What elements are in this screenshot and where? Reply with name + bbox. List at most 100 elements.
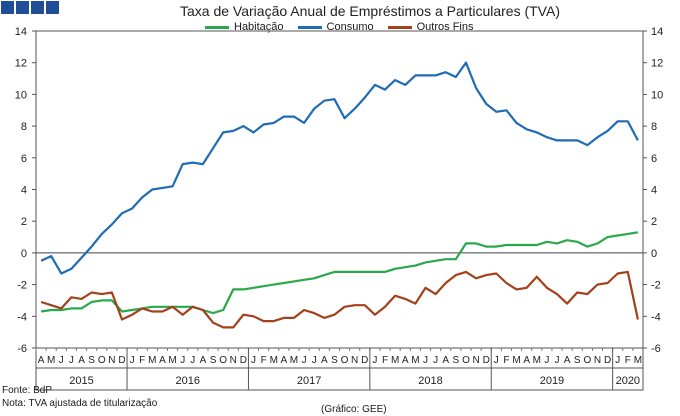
x-month-label-54: O — [583, 355, 591, 366]
x-year-label-5: 2020 — [616, 375, 640, 387]
x-month-label-29: S — [331, 355, 338, 366]
legend-label-habitacao: Habitação — [234, 21, 284, 33]
titularizacao-note: Nota: TVA ajustada de titularização — [2, 398, 158, 409]
y-tick-label-left-7: 8 — [21, 121, 27, 133]
y-tick-label-left-1: -4 — [17, 311, 27, 323]
header-square-1 — [1, 1, 14, 14]
x-month-label-24: A — [281, 355, 288, 366]
x-month-label-55: N — [594, 355, 601, 366]
legend-label-consumo: Consumo — [326, 21, 374, 33]
y-tick-label-left-10: 14 — [15, 26, 27, 38]
y-tick-label-left-3: 0 — [21, 248, 27, 260]
x-month-label-23: M — [270, 355, 278, 366]
legend-item-consumo: Consumo — [297, 21, 374, 33]
x-month-label-18: O — [219, 355, 227, 366]
y-tick-label-left-4: 2 — [21, 216, 27, 228]
x-month-label-25: M — [290, 355, 298, 366]
x-month-label-41: S — [453, 355, 460, 366]
plot-area-frame — [35, 30, 644, 349]
x-month-label-59: M — [634, 355, 642, 366]
legend-item-outros-fins: Outros Fins — [387, 21, 474, 33]
series-line-outros-fins — [40, 270, 639, 329]
x-month-label-30: O — [341, 355, 349, 366]
x-month-label-51: J — [555, 355, 560, 366]
chart-legend: Habitação Consumo Outros Fins — [205, 21, 473, 33]
x-month-label-35: M — [391, 355, 399, 366]
x-month-label-40: A — [442, 355, 449, 366]
legend-item-habitacao: Habitação — [205, 21, 284, 33]
x-month-label-44: D — [483, 355, 490, 366]
x-month-label-37: M — [411, 355, 419, 366]
series-line-consumo — [40, 61, 639, 275]
header-square-3 — [31, 1, 44, 14]
header-square-4 — [46, 1, 59, 14]
y-tick-label-left-0: -6 — [17, 343, 27, 355]
x-month-label-8: D — [118, 355, 125, 366]
y-tick-label-left-2: -2 — [17, 280, 27, 292]
chart-title: Taxa de Variação Anual de Empréstimos a … — [180, 3, 560, 19]
y-tick-label-right-8: 10 — [651, 89, 663, 101]
legend-swatch-outros-fins — [387, 25, 412, 29]
y-tick-label-right-5: 4 — [651, 185, 657, 197]
x-month-label-50: J — [544, 355, 549, 366]
x-month-label-57: J — [615, 355, 620, 366]
footer-notes: Fonte: BdP Nota: TVA ajustada de titular… — [2, 384, 157, 410]
y-tick-label-right-2: -2 — [651, 280, 661, 292]
x-month-label-12: A — [159, 355, 166, 366]
source-note: Fonte: BdP — [2, 385, 53, 396]
y-tick-label-left-6: 6 — [21, 153, 27, 165]
x-month-label-14: J — [180, 355, 185, 366]
x-month-label-2: J — [59, 355, 64, 366]
x-month-label-16: A — [200, 355, 207, 366]
x-month-label-45: J — [494, 355, 499, 366]
x-month-label-28: A — [321, 355, 328, 366]
x-year-label-2: 2017 — [297, 375, 321, 387]
y-tick-label-left-5: 4 — [21, 185, 27, 197]
x-month-label-21: J — [251, 355, 256, 366]
y-tick-label-right-1: -4 — [651, 311, 661, 323]
x-month-label-13: M — [168, 355, 176, 366]
legend-swatch-habitacao — [205, 25, 229, 29]
x-month-label-27: J — [312, 355, 317, 366]
x-month-label-5: S — [88, 355, 95, 366]
x-month-label-38: J — [423, 355, 428, 366]
legend-swatch-consumo — [297, 25, 322, 29]
x-month-label-33: J — [372, 355, 377, 366]
y-tick-label-right-7: 8 — [651, 121, 657, 133]
x-year-label-4: 2019 — [540, 375, 564, 387]
y-tick-label-right-4: 2 — [651, 216, 657, 228]
x-month-label-53: S — [574, 355, 581, 366]
x-month-label-49: M — [533, 355, 541, 366]
x-month-label-0: A — [38, 355, 45, 366]
x-year-label-3: 2018 — [418, 375, 442, 387]
x-month-label-11: M — [148, 355, 156, 366]
x-month-label-42: O — [462, 355, 470, 366]
x-month-label-20: D — [240, 355, 247, 366]
x-month-label-47: M — [512, 355, 520, 366]
x-month-label-39: J — [433, 355, 438, 366]
x-month-label-1: M — [47, 355, 55, 366]
x-month-label-43: N — [472, 355, 479, 366]
x-month-label-46: F — [503, 355, 509, 366]
x-month-label-6: O — [98, 355, 106, 366]
x-month-label-26: J — [302, 355, 307, 366]
series-line-habitacao — [40, 231, 639, 315]
y-tick-label-left-8: 10 — [15, 89, 27, 101]
x-month-label-17: S — [210, 355, 217, 366]
x-month-label-36: A — [402, 355, 409, 366]
x-year-label-1: 2016 — [176, 375, 200, 387]
x-month-label-10: F — [139, 355, 145, 366]
y-tick-label-right-6: 6 — [651, 153, 657, 165]
y-tick-label-right-10: 14 — [651, 26, 663, 38]
x-month-label-3: J — [69, 355, 74, 366]
x-month-label-48: A — [523, 355, 530, 366]
legend-label-outros-fins: Outros Fins — [416, 21, 474, 33]
x-month-label-4: A — [78, 355, 85, 366]
x-month-label-56: D — [604, 355, 611, 366]
x-month-label-19: N — [230, 355, 237, 366]
chart-credit: (Gráfico: GEE) — [321, 404, 387, 415]
x-month-label-22: F — [261, 355, 267, 366]
y-tick-label-right-3: 0 — [651, 248, 657, 260]
x-month-label-31: N — [351, 355, 358, 366]
